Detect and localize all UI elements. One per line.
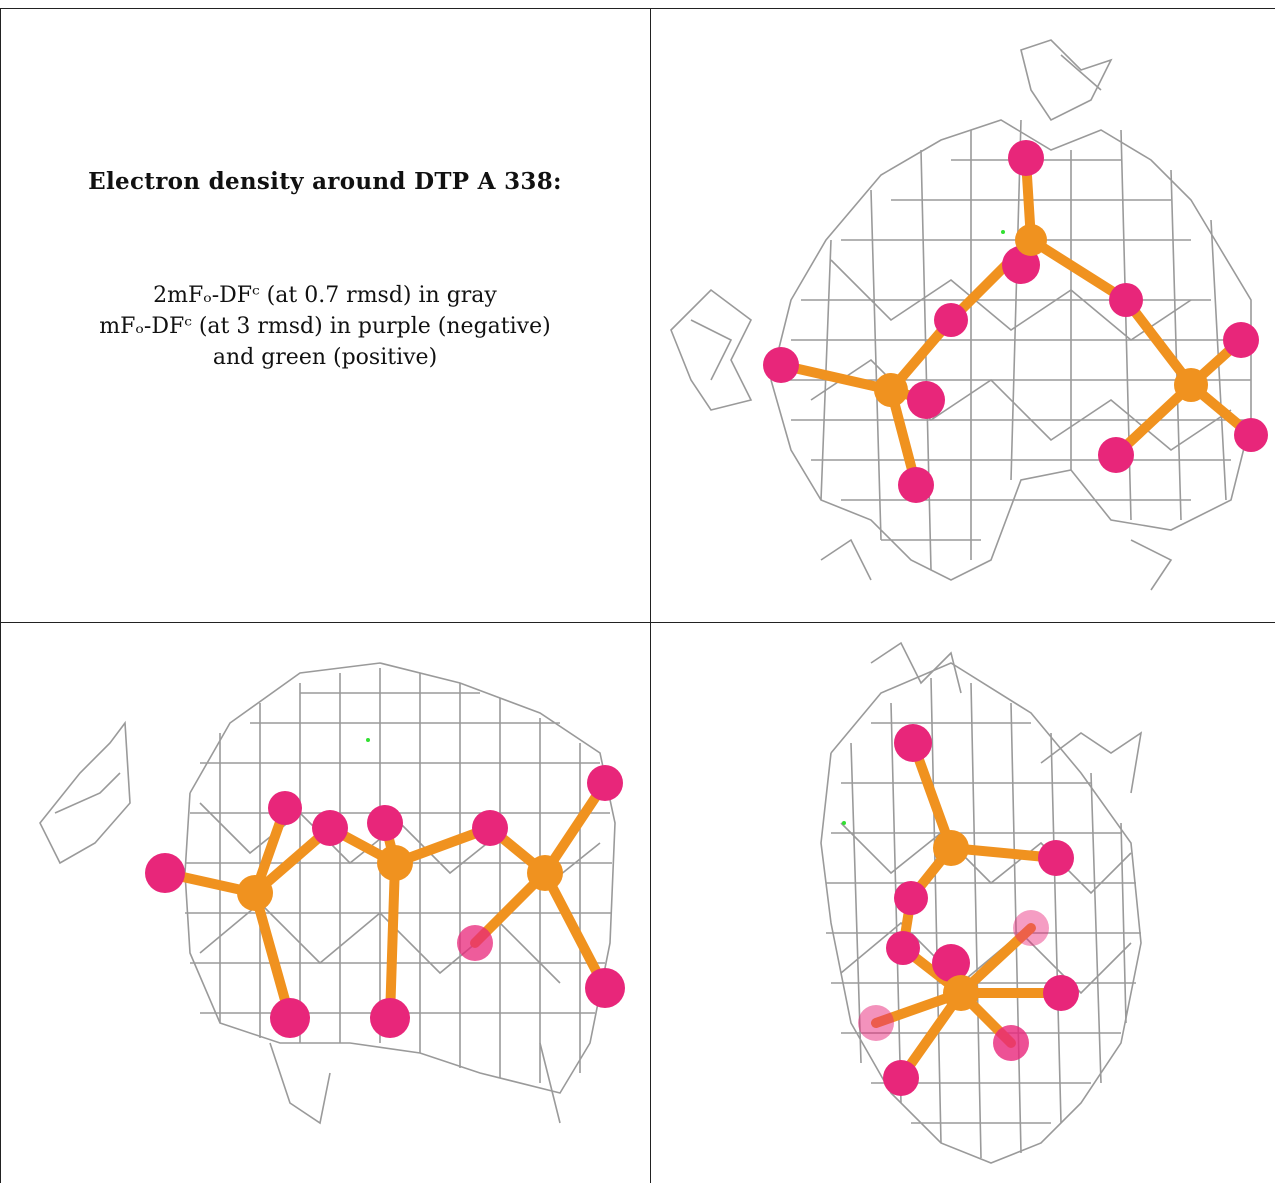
atoms-3 (842, 724, 1079, 1096)
legend-line-gray: 2mFₒ-DFᶜ (at 0.7 rmsd) in gray (153, 283, 497, 308)
molecule-render-2 (39, 662, 625, 1125)
legend-line-purple: mFₒ-DFᶜ (at 3 rmsd) in purple (negative) (99, 314, 551, 339)
positive-density-blob (1001, 230, 1005, 234)
table-border-middle (0, 622, 1275, 623)
atoms-2 (145, 738, 625, 1038)
caption-cell: Electron density around DTP A 338: 2mFₒ-… (0, 0, 650, 622)
atoms-1 (763, 140, 1268, 503)
table-border-top (0, 8, 1275, 9)
density-view-2 (0, 623, 650, 1183)
molecule-render-1 (670, 39, 1268, 591)
positive-density-blob (842, 821, 846, 825)
legend-line-green: and green (positive) (212, 345, 438, 370)
caption-title: Electron density around DTP A 338: (88, 168, 562, 195)
caption-legend: 2mFₒ-DFᶜ (at 0.7 rmsd) in gray mFₒ-DFᶜ (… (0, 280, 650, 373)
table-border-left (0, 8, 1, 1183)
density-mesh-gray (670, 39, 1252, 591)
positive-density-blob (366, 738, 370, 742)
molecule-render-3 (820, 641, 1143, 1164)
density-view-3 (651, 623, 1275, 1183)
density-mesh-gray (820, 641, 1143, 1164)
table-border-center (650, 8, 651, 1183)
density-view-1 (651, 0, 1275, 622)
